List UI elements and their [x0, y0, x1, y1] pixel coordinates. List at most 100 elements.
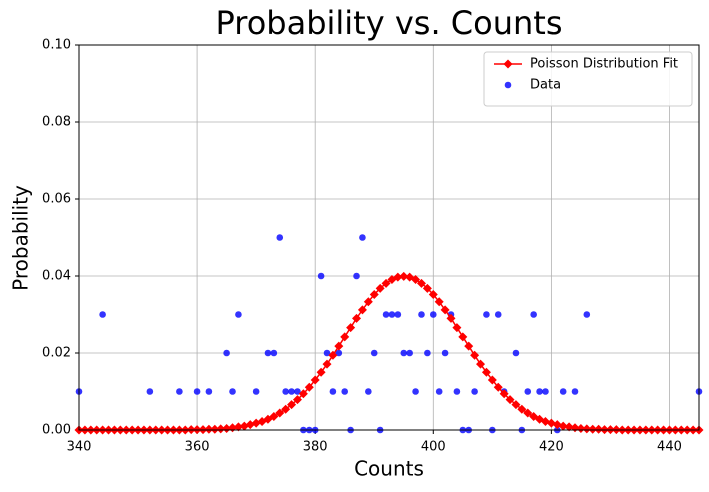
fit-marker: [216, 424, 226, 434]
fit-marker: [493, 382, 503, 392]
y-tick-label: 0.08: [42, 115, 71, 130]
data-point: [424, 349, 431, 357]
data-point: [294, 388, 301, 395]
x-tick-label: 380: [303, 440, 328, 455]
y-tick-label: 0.06: [42, 192, 71, 207]
fit-marker: [422, 283, 432, 293]
fit-marker: [210, 424, 220, 434]
data-point: [193, 388, 201, 395]
data-point: [270, 349, 278, 357]
fit-marker: [298, 389, 308, 399]
data-point: [388, 311, 396, 318]
legend-marker: [503, 59, 513, 69]
data-point: [264, 349, 272, 357]
fit-marker: [511, 400, 521, 410]
x-tick-label: 420: [539, 440, 564, 455]
legend-box: [483, 51, 693, 107]
fit-marker: [416, 278, 426, 288]
y-tick-label: 0.10: [42, 38, 71, 53]
fit-marker: [322, 359, 332, 369]
data-point: [494, 311, 502, 318]
fit-marker: [334, 341, 344, 351]
data-point: [583, 311, 591, 318]
fit-marker: [352, 313, 362, 323]
fit-marker: [275, 408, 285, 418]
fit-marker: [310, 375, 320, 385]
data-point: [530, 311, 537, 318]
data-point: [524, 388, 532, 395]
fit-marker: [481, 367, 491, 377]
fit-marker: [399, 271, 409, 281]
fit-marker: [594, 424, 604, 434]
x-tick-label: 400: [421, 440, 446, 455]
fit-marker: [287, 400, 297, 410]
data-point: [471, 388, 478, 395]
fit-marker: [446, 313, 456, 323]
fit-marker: [346, 323, 356, 333]
data-point: [341, 388, 349, 395]
fit-marker: [222, 423, 232, 433]
data-point: [365, 388, 372, 395]
x-tick-label: 360: [185, 440, 210, 455]
data-point: [329, 388, 337, 395]
data-point: [394, 311, 402, 318]
fit-marker: [393, 272, 403, 282]
data-point: [542, 388, 549, 395]
legend-label: Poisson Distribution Fit: [530, 57, 678, 72]
fit-marker: [233, 422, 243, 432]
data-point: [323, 349, 331, 357]
fit-marker: [375, 283, 385, 293]
fit-marker: [316, 367, 326, 377]
fit-marker: [517, 404, 527, 414]
data-point: [235, 311, 242, 318]
fit-marker: [357, 305, 367, 315]
legend-marker: [504, 81, 512, 89]
data-point: [418, 311, 425, 318]
fit-marker: [464, 341, 474, 351]
data-point: [353, 272, 360, 280]
fit-marker: [470, 350, 480, 360]
fit-marker: [363, 297, 373, 307]
fit-marker: [588, 424, 598, 434]
fit-marker: [458, 332, 468, 342]
fit-marker: [328, 350, 338, 360]
fit-marker: [523, 408, 533, 418]
fit-marker: [487, 375, 497, 385]
fit-marker: [434, 297, 444, 307]
fit-marker: [499, 389, 509, 399]
x-axis-label: Counts: [354, 457, 424, 481]
data-point: [252, 388, 260, 395]
y-tick-label: 0.00: [42, 423, 71, 438]
data-point: [223, 349, 230, 357]
x-tick-label: 440: [657, 440, 682, 455]
data-point: [483, 311, 490, 318]
fit-marker: [369, 289, 379, 299]
fit-marker: [582, 424, 592, 434]
data-point: [335, 349, 343, 357]
fit-marker: [576, 423, 586, 433]
fit-marker: [292, 395, 302, 405]
data-point: [453, 388, 461, 395]
data-point: [382, 311, 390, 318]
x-tick-label: 340: [67, 440, 92, 455]
data-point: [435, 388, 443, 395]
data-point: [536, 388, 543, 395]
legend-label: Data: [530, 78, 561, 93]
data-point: [317, 272, 325, 280]
y-tick-label: 0.02: [42, 346, 71, 361]
data-point: [99, 311, 106, 318]
fit-marker: [304, 382, 314, 392]
fit-marker: [428, 289, 438, 299]
fit-marker: [440, 305, 450, 315]
data-point: [441, 349, 449, 357]
data-point: [400, 349, 408, 357]
data-point: [412, 388, 419, 395]
data-point: [282, 388, 289, 395]
fit-marker: [281, 404, 291, 414]
data-point: [288, 388, 295, 395]
y-axis-label: Probability: [9, 185, 33, 291]
fit-marker: [269, 412, 279, 422]
fit-marker: [476, 359, 486, 369]
data-point: [146, 388, 154, 395]
